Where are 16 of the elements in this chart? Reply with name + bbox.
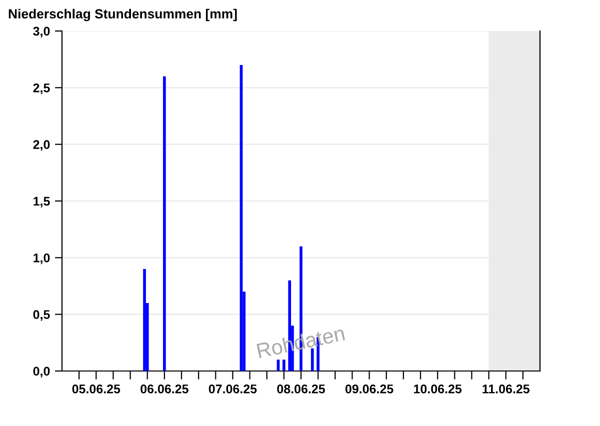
y-tick-label: 0,5: [33, 310, 50, 321]
y-tick-label: 1,5: [34, 196, 50, 208]
y-tick-label: 0,0: [33, 366, 50, 378]
y-tick-label: 2,0: [33, 140, 50, 151]
y-tick-label: 2,5: [33, 83, 50, 94]
x-tick-label: 10.06.25: [414, 384, 462, 394]
y-tick-label: 3,0: [33, 26, 50, 38]
x-tick-label: 07.06.25: [208, 384, 257, 394]
chart-title: Niederschlag Stundensummen [mm]: [8, 8, 237, 22]
annotation: Rohdaten: [256, 325, 346, 358]
y-tick-label: 1,0: [34, 253, 50, 264]
x-tick-label: 05.06.25: [72, 384, 120, 394]
x-tick-label: 06.06.25: [140, 384, 188, 394]
x-tick-label: 09.06.25: [345, 384, 394, 394]
x-tick-label: 11.06.25: [482, 384, 530, 394]
x-tick-label: 08.06.25: [277, 384, 325, 394]
